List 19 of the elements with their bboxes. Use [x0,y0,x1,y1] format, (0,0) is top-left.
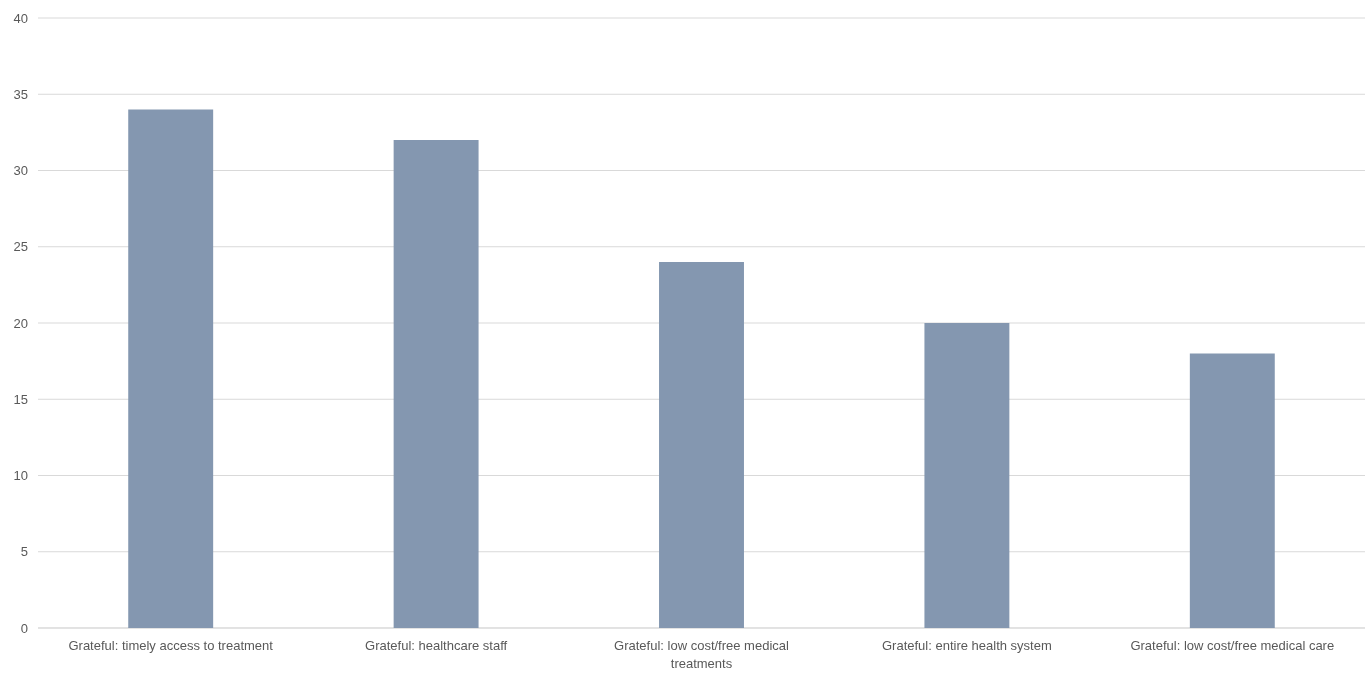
bar [393,140,479,628]
bar [1189,353,1275,628]
bar [128,109,214,628]
y-tick-label: 0 [20,620,28,636]
y-tick-label: 30 [13,163,28,179]
bar [924,323,1010,628]
y-tick-label: 5 [20,544,28,560]
y-tick-label: 40 [13,10,28,26]
y-tick-label: 15 [13,391,28,407]
x-tick-label: Grateful: healthcare staff [365,638,508,653]
y-tick-label: 35 [13,86,28,102]
x-tick-label: Grateful: timely access to treatment [68,638,274,653]
bar [659,262,744,628]
x-tick-label: Grateful: low cost/free medical care [1130,638,1335,653]
y-tick-label: 20 [13,315,28,331]
y-tick-label: 25 [13,239,28,255]
x-tick-label: Grateful: entire health system [881,638,1052,653]
y-tick-label: 10 [13,468,28,484]
x-tick-label: Grateful: low cost/free medical treatments [614,638,790,671]
